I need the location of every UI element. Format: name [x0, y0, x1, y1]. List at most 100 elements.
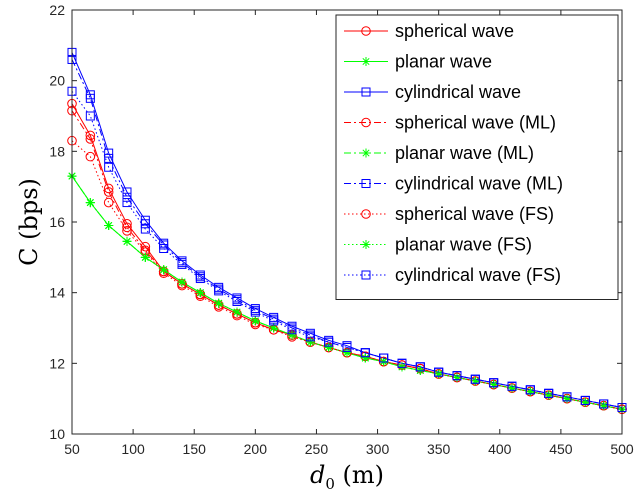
data-point-marker: [232, 307, 242, 317]
data-point-marker: [85, 198, 95, 208]
legend-label: cylindrical wave: [395, 82, 521, 102]
x-axis-label-unit: (m): [335, 461, 384, 489]
data-point-marker: [122, 222, 132, 233]
data-point-marker: [580, 395, 590, 405]
data-point-marker: [287, 330, 297, 340]
data-point-marker: [287, 325, 297, 335]
y-axis-label: C (bps): [15, 178, 43, 266]
axis-ticks: 50 100 150 200 250 300 350 400 450 500 10 12 14 16 18 2…: [49, 2, 633, 457]
data-point-marker: [250, 316, 260, 326]
legend-marker: [361, 240, 371, 249]
data-point-marker: [195, 274, 205, 284]
data-point-marker: [122, 198, 132, 208]
data-point-marker: [159, 265, 169, 275]
y-tick-label: 22: [49, 2, 65, 18]
data-point-marker: [250, 307, 260, 317]
legend-label: planar wave (FS): [395, 235, 532, 255]
axes-box: [71, 9, 623, 435]
data-point-marker: [397, 358, 407, 368]
data-point-marker: [470, 376, 480, 386]
legend-marker: [361, 26, 371, 36]
x-axis-label: d0 (m): [310, 461, 384, 493]
data-point-marker: [214, 286, 224, 296]
data-point-marker: [489, 378, 499, 388]
data-point-marker: [507, 383, 517, 393]
data-point-marker: [544, 388, 554, 398]
data-point-marker: [103, 197, 114, 208]
data-point-marker: [140, 252, 150, 262]
data-point-marker: [305, 332, 315, 342]
x-tick-label: 300: [366, 441, 390, 457]
data-point-marker: [104, 221, 114, 231]
x-tick-label: 350: [427, 441, 451, 457]
legend-label: spherical wave (FS): [395, 204, 554, 224]
x-axis-label-main: d: [310, 461, 325, 489]
x-tick-label: 100: [121, 441, 145, 457]
data-point-marker: [122, 236, 132, 246]
data-point-marker: [324, 342, 334, 352]
y-tick-label: 20: [49, 73, 65, 89]
data-point-marker: [599, 401, 609, 411]
data-point-marker: [434, 369, 444, 379]
data-point-marker: [415, 362, 425, 372]
data-point-marker: [342, 342, 352, 352]
data-point-marker: [507, 381, 517, 391]
data-point-marker: [103, 187, 114, 197]
data-point-marker: [562, 394, 572, 404]
legend-box: [335, 14, 619, 300]
data-point-marker: [269, 316, 279, 326]
data-point-marker: [85, 134, 96, 144]
legend: spherical wave planar wave cylindrical wav…: [335, 14, 619, 300]
x-tick-label: 450: [549, 441, 573, 457]
x-axis-label-subscript: 0: [325, 475, 335, 493]
data-point-marker: [140, 224, 150, 234]
data-point-marker: [452, 372, 462, 382]
data-point-marker: [360, 348, 370, 358]
data-point-marker: [360, 353, 370, 363]
legend-marker: [361, 57, 371, 66]
legend-marker: [361, 148, 371, 158]
data-point-marker: [159, 244, 169, 253]
data-point-marker: [104, 162, 114, 172]
data-point-marker: [122, 187, 132, 197]
legend-label: spherical wave: [395, 21, 514, 41]
data-point-marker: [104, 148, 114, 158]
series-group: [67, 47, 627, 415]
data-point-marker: [434, 367, 444, 377]
data-point-marker: [85, 93, 95, 103]
data-point-marker: [177, 277, 187, 287]
legend-marker: [361, 209, 371, 219]
legend-label: planar wave (ML): [395, 143, 534, 163]
legend-label: cylindrical wave (FS): [395, 265, 561, 285]
data-point-marker: [562, 392, 572, 402]
data-point-marker: [177, 259, 187, 269]
y-tick-label: 10: [49, 426, 65, 442]
data-point-marker: [122, 192, 132, 202]
legend-label: cylindrical wave (ML): [395, 174, 563, 194]
x-tick-label: 500: [610, 441, 634, 457]
data-point-marker: [85, 151, 96, 162]
legend-label: planar wave: [395, 52, 492, 72]
data-point-marker: [104, 153, 114, 163]
y-tick-label: 14: [49, 285, 65, 301]
data-point-marker: [525, 385, 535, 395]
x-tick-label: 50: [64, 441, 80, 457]
data-point-marker: [232, 297, 242, 306]
data-point-marker: [544, 390, 554, 400]
data-point-marker: [140, 219, 150, 229]
legend-marker: [361, 179, 371, 188]
data-point-marker: [305, 337, 315, 347]
legend-marker: [361, 117, 371, 128]
data-point-marker: [324, 337, 334, 347]
legend-label: spherical wave (ML): [395, 113, 556, 133]
y-tick-label: 12: [49, 355, 65, 371]
data-point-marker: [470, 374, 480, 384]
data-point-marker: [342, 348, 352, 358]
data-point-marker: [85, 111, 95, 121]
x-tick-label: 250: [305, 441, 329, 457]
data-point-marker: [269, 323, 279, 333]
data-point-marker: [599, 399, 609, 409]
data-point-marker: [525, 387, 535, 397]
data-point-marker: [489, 380, 499, 390]
